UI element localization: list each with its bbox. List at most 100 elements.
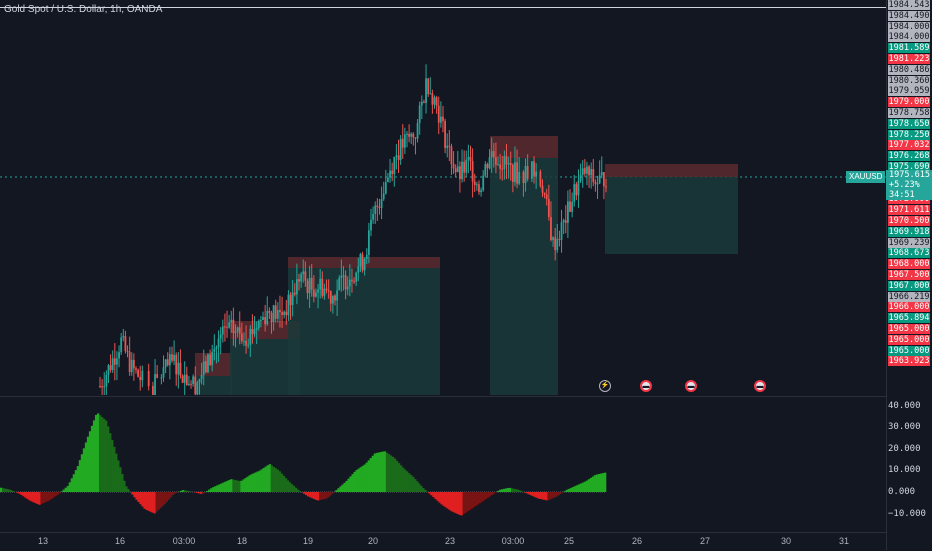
candle-body[interactable] bbox=[186, 375, 188, 385]
candle-body[interactable] bbox=[518, 172, 520, 184]
candle-body[interactable] bbox=[408, 134, 410, 137]
candle-body[interactable] bbox=[141, 371, 143, 380]
candle-body[interactable] bbox=[444, 121, 446, 148]
candle-body[interactable] bbox=[389, 171, 391, 178]
candle-body[interactable] bbox=[410, 134, 412, 137]
candle-body[interactable] bbox=[376, 206, 378, 207]
candle-body[interactable] bbox=[110, 365, 112, 370]
candle-body[interactable] bbox=[343, 275, 345, 276]
candle-body[interactable] bbox=[575, 184, 577, 195]
candle-body[interactable] bbox=[368, 230, 370, 254]
candle-body[interactable] bbox=[448, 146, 450, 147]
candle-body[interactable] bbox=[292, 293, 294, 305]
candle-body[interactable] bbox=[273, 305, 275, 322]
candle-body[interactable] bbox=[438, 106, 440, 123]
lightning-icon[interactable]: ⚡ bbox=[599, 380, 611, 392]
candle-body[interactable] bbox=[266, 311, 268, 324]
candle-body[interactable] bbox=[497, 164, 499, 165]
candle-body[interactable] bbox=[372, 214, 374, 220]
candle-body[interactable] bbox=[516, 162, 518, 183]
candle-body[interactable] bbox=[207, 355, 209, 373]
candle-body[interactable] bbox=[592, 169, 594, 182]
candle-body[interactable] bbox=[101, 386, 103, 387]
candle-body[interactable] bbox=[514, 162, 516, 182]
candle-body[interactable] bbox=[398, 155, 400, 160]
flag-icon[interactable]: ▬ bbox=[685, 380, 697, 392]
candle-body[interactable] bbox=[182, 376, 184, 383]
candle-body[interactable] bbox=[470, 157, 472, 161]
candle-body[interactable] bbox=[315, 292, 317, 296]
candle-body[interactable] bbox=[243, 341, 245, 342]
candle-body[interactable] bbox=[550, 217, 552, 240]
candle-body[interactable] bbox=[131, 360, 133, 372]
candle-body[interactable] bbox=[137, 370, 139, 377]
candle-body[interactable] bbox=[482, 176, 484, 191]
candle-body[interactable] bbox=[451, 147, 453, 164]
candle-body[interactable] bbox=[446, 146, 448, 148]
candle-body[interactable] bbox=[584, 168, 586, 173]
candle-body[interactable] bbox=[402, 139, 404, 148]
candle-body[interactable] bbox=[114, 358, 116, 364]
candle-body[interactable] bbox=[135, 368, 137, 369]
candle-body[interactable] bbox=[393, 157, 395, 174]
candle-body[interactable] bbox=[307, 281, 309, 293]
candle-body[interactable] bbox=[160, 378, 162, 379]
candle-body[interactable] bbox=[353, 281, 355, 282]
candle-body[interactable] bbox=[453, 164, 455, 168]
candle-body[interactable] bbox=[332, 296, 334, 304]
candle-body[interactable] bbox=[112, 358, 114, 370]
candle-body[interactable] bbox=[474, 181, 476, 185]
candle-body[interactable] bbox=[440, 117, 442, 123]
candle-body[interactable] bbox=[586, 167, 588, 174]
candle-body[interactable] bbox=[296, 279, 298, 294]
candle-body[interactable] bbox=[533, 161, 535, 176]
candle-body[interactable] bbox=[381, 199, 383, 208]
candle-body[interactable] bbox=[192, 376, 194, 384]
candle-body[interactable] bbox=[175, 355, 177, 374]
candle-body[interactable] bbox=[326, 289, 328, 290]
candle-body[interactable] bbox=[478, 184, 480, 192]
candle-body[interactable] bbox=[588, 167, 590, 176]
candle-body[interactable] bbox=[127, 351, 129, 352]
candle-body[interactable] bbox=[324, 289, 326, 296]
take-profit-zone[interactable] bbox=[490, 158, 558, 395]
candle-body[interactable] bbox=[404, 134, 406, 147]
candle-body[interactable] bbox=[391, 171, 393, 174]
candle-body[interactable] bbox=[304, 271, 306, 280]
candle-body[interactable] bbox=[116, 358, 118, 364]
candle-body[interactable] bbox=[209, 355, 211, 366]
candle-body[interactable] bbox=[222, 326, 224, 334]
candle-body[interactable] bbox=[565, 220, 567, 223]
take-profit-zone[interactable] bbox=[605, 177, 738, 254]
candle-body[interactable] bbox=[218, 338, 220, 347]
candle-body[interactable] bbox=[290, 295, 292, 305]
candle-body[interactable] bbox=[262, 317, 264, 320]
candle-body[interactable] bbox=[582, 168, 584, 175]
candle-body[interactable] bbox=[258, 321, 260, 328]
candle-body[interactable] bbox=[573, 184, 575, 202]
candle-body[interactable] bbox=[309, 278, 311, 293]
candle-body[interactable] bbox=[302, 271, 304, 274]
candle-body[interactable] bbox=[436, 97, 438, 105]
candle-body[interactable] bbox=[595, 182, 597, 184]
candle-body[interactable] bbox=[463, 162, 465, 173]
candle-body[interactable] bbox=[300, 274, 302, 281]
candle-body[interactable] bbox=[201, 375, 203, 379]
candle-body[interactable] bbox=[487, 164, 489, 168]
candle-body[interactable] bbox=[442, 117, 444, 121]
candle-body[interactable] bbox=[285, 312, 287, 315]
candle-body[interactable] bbox=[493, 151, 495, 157]
candle-body[interactable] bbox=[597, 183, 599, 184]
candle-body[interactable] bbox=[239, 327, 241, 333]
flag-icon[interactable]: ▬ bbox=[640, 380, 652, 392]
candle-body[interactable] bbox=[567, 201, 569, 222]
candle-body[interactable] bbox=[133, 360, 135, 369]
candle-body[interactable] bbox=[169, 354, 171, 365]
candle-body[interactable] bbox=[429, 93, 431, 94]
candle-body[interactable] bbox=[385, 182, 387, 193]
candle-body[interactable] bbox=[122, 336, 124, 337]
candle-body[interactable] bbox=[431, 93, 433, 104]
candle-body[interactable] bbox=[103, 386, 105, 387]
candle-body[interactable] bbox=[539, 171, 541, 185]
candle-body[interactable] bbox=[360, 254, 362, 266]
